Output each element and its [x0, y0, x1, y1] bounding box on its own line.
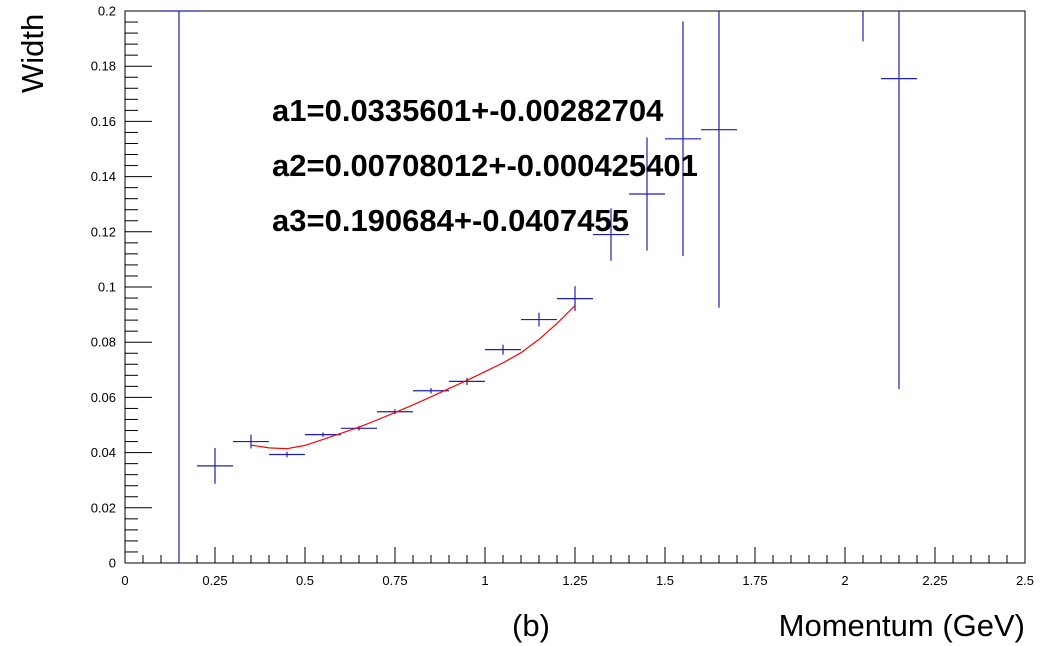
data-point	[485, 344, 521, 355]
data-point	[629, 137, 665, 251]
y-axis: 0 0.02 0.04 0.06 0.08 0.1 0.12 0.14 0.16 0.18 0.2	[91, 4, 152, 571]
fit-param-a1: a1=0.0335601+-0.00282704	[272, 93, 664, 128]
x-tick-label: 2.25	[922, 573, 947, 588]
fit-curve-layer	[250, 305, 576, 450]
x-tick-label: 1.5	[656, 573, 674, 588]
data-point	[305, 432, 341, 437]
y-tick-label: 0.04	[91, 445, 116, 460]
fit-curve	[250, 305, 576, 450]
x-tick-label: 0.25	[202, 573, 227, 588]
x-tick-label: 1.25	[562, 573, 587, 588]
y-tick-label: 0.16	[91, 114, 116, 129]
x-axis: 0 0.25 0.5 0.75 1 1.25 1.5 1.75 2 2.25 2.5	[121, 547, 1034, 588]
x-tick-label: 1	[481, 573, 488, 588]
data-point	[521, 312, 557, 327]
data-point	[881, 11, 917, 390]
x-tick-label: 0	[121, 573, 128, 588]
y-tick-label: 0.06	[91, 390, 116, 405]
data-point	[557, 286, 593, 312]
data-point	[233, 434, 269, 449]
y-axis-title: Width	[15, 14, 50, 93]
data-point	[593, 208, 629, 261]
data-point	[377, 409, 413, 415]
fit-param-a3: a3=0.190684+-0.0407455	[272, 203, 629, 238]
data-point	[701, 11, 737, 308]
y-tick-label: 0	[109, 556, 116, 571]
data-point	[197, 447, 233, 484]
fit-param-a2: a2=0.00708012+-0.000425401	[272, 148, 698, 183]
x-axis-title: Momentum (GeV)	[779, 608, 1025, 643]
y-tick-label: 0.2	[98, 4, 116, 19]
y-tick-label: 0.14	[91, 169, 116, 184]
y-tick-label: 0.02	[91, 500, 116, 515]
y-tick-label: 0.08	[91, 335, 116, 350]
fit-parameters: a1=0.0335601+-0.00282704 a2=0.00708012+-…	[272, 93, 698, 238]
x-tick-label: 0.5	[296, 573, 314, 588]
x-tick-label: 1.75	[742, 573, 767, 588]
plot-area	[161, 10, 917, 563]
x-tick-label: 2.5	[1016, 573, 1034, 588]
y-tick-label: 0.12	[91, 224, 116, 239]
data-point	[269, 451, 305, 458]
x-tick-label: 0.75	[382, 573, 407, 588]
y-tick-label: 0.1	[98, 280, 116, 295]
x-tick-label: 2	[841, 573, 848, 588]
data-point	[449, 377, 485, 385]
data-point	[665, 21, 701, 257]
y-tick-label: 0.18	[91, 59, 116, 74]
data-point	[161, 10, 197, 563]
panel-label: (b)	[512, 608, 550, 643]
